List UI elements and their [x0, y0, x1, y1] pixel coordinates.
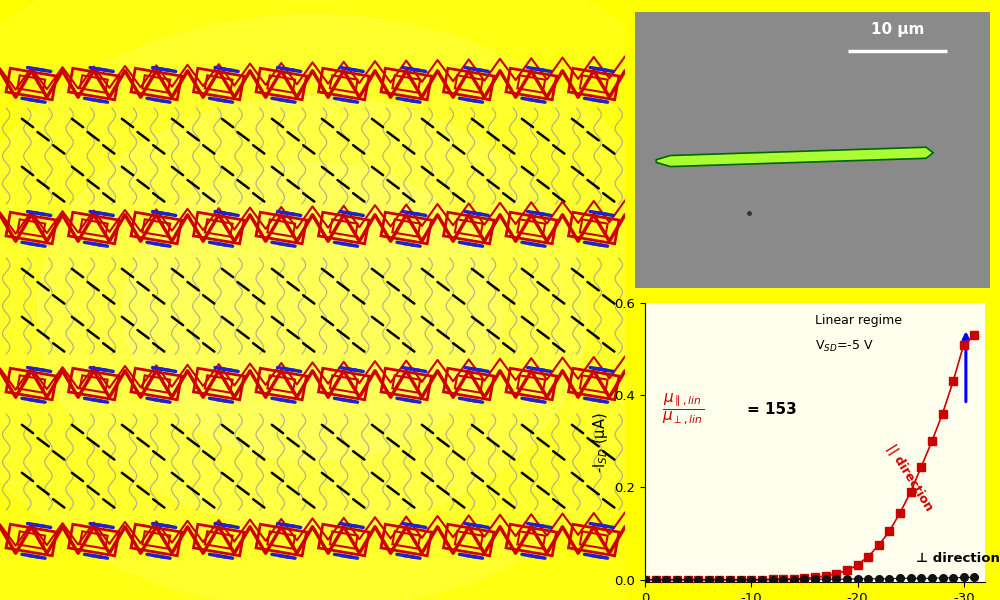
Ellipse shape [37, 96, 588, 528]
Y-axis label: -I$_{SD}$ (μA): -I$_{SD}$ (μA) [591, 412, 610, 473]
Ellipse shape [0, 0, 794, 600]
Text: $\dfrac{\mu_{\parallel,lin}}{\mu_{\perp,lin}}$: $\dfrac{\mu_{\parallel,lin}}{\mu_{\perp,… [662, 392, 704, 427]
Text: V$_{SD}$=-5 V: V$_{SD}$=-5 V [815, 339, 874, 355]
Polygon shape [656, 147, 933, 167]
Text: = 153: = 153 [747, 401, 797, 416]
Text: || direction: || direction [884, 443, 935, 514]
Ellipse shape [0, 15, 691, 600]
Ellipse shape [123, 163, 502, 461]
Text: 10 μm: 10 μm [871, 22, 924, 37]
Text: ⊥ direction: ⊥ direction [916, 553, 1000, 565]
Text: Linear regime: Linear regime [815, 314, 902, 327]
